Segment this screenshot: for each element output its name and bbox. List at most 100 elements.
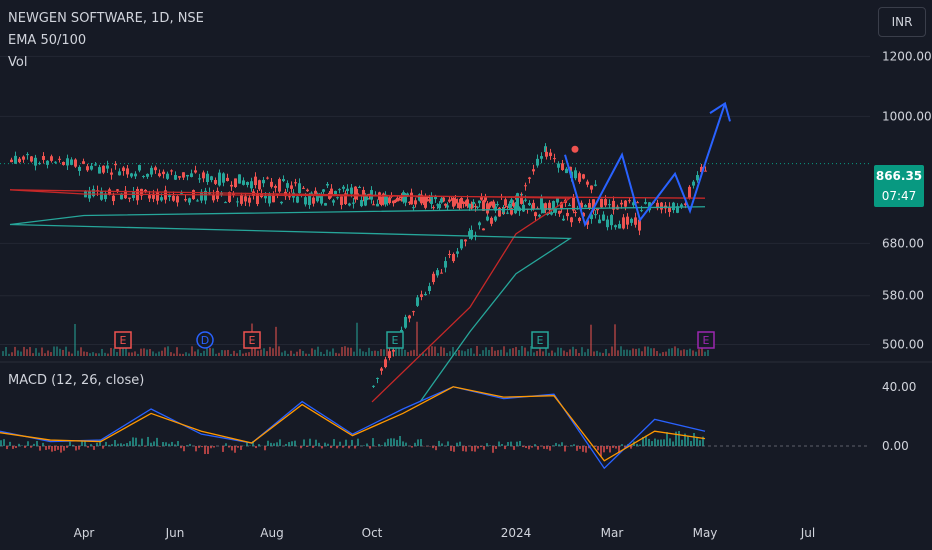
macd-histogram-bar <box>354 446 356 449</box>
macd-histogram-bar <box>684 433 686 446</box>
macd-histogram-bar <box>90 444 92 446</box>
currency-selector[interactable]: INR <box>878 7 926 37</box>
macd-indicator-label[interactable]: MACD (12, 26, close) <box>8 373 145 388</box>
volume-bar <box>455 353 457 356</box>
macd-histogram-bar <box>381 445 383 446</box>
macd-histogram-bar <box>333 439 335 446</box>
ema-indicator-label[interactable]: EMA 50/100 <box>8 33 87 48</box>
macd-histogram-bar <box>21 445 23 446</box>
candle-body <box>540 156 543 159</box>
candle-body <box>452 254 455 262</box>
candle-body <box>280 201 283 204</box>
candle-body <box>620 202 623 205</box>
candle-body <box>462 201 465 204</box>
volume-bar <box>53 346 55 356</box>
candle-body <box>424 293 427 296</box>
volume-bar <box>524 347 526 356</box>
candle-body <box>448 199 451 202</box>
candle-body <box>556 198 559 203</box>
candle-body <box>230 184 233 187</box>
volume-bar <box>668 348 670 356</box>
volume-bar <box>119 347 121 356</box>
candle-body <box>436 204 439 206</box>
volume-bar <box>611 346 613 356</box>
price-axis[interactable]: 1200.00 1000.00 680.00 580.00 500.00 40.00 0.0… <box>882 49 932 453</box>
volume-bar <box>194 351 196 356</box>
macd-histogram-bar <box>396 439 398 446</box>
volume-bar <box>422 351 424 356</box>
candle-body <box>548 202 551 211</box>
volume-bar <box>254 346 256 356</box>
candle-body <box>238 174 241 184</box>
candle-body <box>448 254 451 256</box>
macd-histogram-bar <box>147 436 149 446</box>
volume-bar <box>221 350 223 356</box>
macd-histogram-bar <box>606 446 608 450</box>
macd-histogram-bar <box>639 444 641 446</box>
volume-bar <box>209 347 211 356</box>
volume-bar <box>416 321 418 356</box>
candle-body <box>150 167 153 175</box>
candle-body <box>102 165 105 173</box>
candle-body <box>242 180 245 185</box>
candle-body <box>412 207 415 209</box>
volume-bar <box>554 352 556 356</box>
volume-bar <box>629 350 631 356</box>
volume-bar <box>272 348 274 356</box>
macd-legend[interactable]: MACD (12, 26, close) <box>8 370 144 392</box>
candle-body <box>392 349 395 352</box>
candle-body <box>624 200 627 207</box>
candle-body <box>408 315 411 319</box>
volume-bar <box>356 322 358 356</box>
candle-body <box>592 199 595 211</box>
candle-body <box>82 161 85 164</box>
macd-histogram-bar <box>117 443 119 446</box>
candle-body <box>18 158 21 163</box>
candle-body <box>594 184 597 186</box>
candle-body <box>554 208 557 213</box>
macd-histogram-bar <box>279 439 281 446</box>
time-axis[interactable]: Apr Jun Aug Oct 2024 Mar May Jul <box>74 526 816 540</box>
volume-bar <box>569 349 571 356</box>
candle-body <box>392 200 395 204</box>
volume-bar <box>515 346 517 356</box>
candle-body <box>194 170 197 173</box>
candle-body <box>400 329 403 332</box>
macd-histogram-bar <box>225 443 227 446</box>
volume-bar <box>176 347 178 356</box>
candle-body <box>160 197 163 201</box>
candle-body <box>504 199 507 206</box>
volume-bar <box>137 353 139 356</box>
candle-body <box>372 385 375 387</box>
macd-histogram-bar <box>453 446 455 452</box>
volume-bar <box>575 349 577 356</box>
macd-histogram-bar <box>678 430 680 446</box>
volume-bar <box>632 348 634 356</box>
candle-body <box>384 194 387 205</box>
candle-body <box>186 174 189 177</box>
volume-bar <box>593 351 595 356</box>
user-drawings[interactable] <box>564 101 731 228</box>
volume-bar <box>116 352 118 356</box>
macd-histogram-bar <box>636 443 638 446</box>
candle-body <box>672 202 675 211</box>
candle-body <box>608 204 611 206</box>
macd-histogram-bar <box>99 439 101 446</box>
macd-histogram-bar <box>12 446 14 449</box>
macd-histogram-bar <box>252 441 254 446</box>
candle-body <box>512 202 515 207</box>
volume-bar <box>56 346 58 356</box>
earnings-marker <box>531 331 549 349</box>
macd-histogram-bar <box>327 443 329 446</box>
symbol-title[interactable]: NEWGEN SOFTWARE, 1D, NSE <box>8 11 204 26</box>
candle-body <box>496 204 499 206</box>
volume-bar <box>596 350 598 356</box>
candle-body <box>26 154 29 156</box>
candle-body <box>630 218 633 223</box>
candle-body <box>549 152 552 157</box>
volume-indicator-label[interactable]: Vol <box>8 55 28 70</box>
volume-bar <box>413 349 415 356</box>
macd-histogram-bar <box>168 443 170 446</box>
